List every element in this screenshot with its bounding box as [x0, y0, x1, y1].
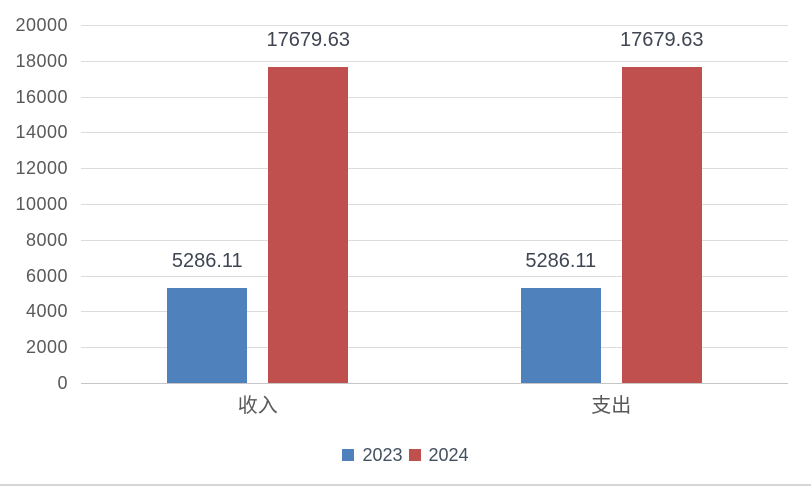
y-tick-label: 12000 [15, 158, 68, 179]
bar-2023-收入 [167, 288, 248, 383]
legend: 2023 2024 [0, 442, 811, 468]
gridline [81, 168, 788, 170]
y-tick-label: 20000 [15, 15, 68, 35]
y-tick-label: 10000 [15, 194, 68, 214]
y-tick-label: 16000 [15, 86, 68, 107]
y-tick-label: 8000 [25, 229, 68, 250]
legend-item-2024: 2024 [408, 445, 469, 465]
gridline [81, 132, 788, 134]
y-tick-label: 18000 [15, 50, 68, 71]
data-label: 5286.11 [525, 250, 597, 273]
category-label-收入: 收入 [237, 395, 278, 417]
y-tick-label: 6000 [25, 265, 68, 286]
x-axis-line [81, 383, 788, 384]
legend-swatch-icon [342, 449, 355, 461]
legend-label: 2024 [428, 445, 469, 465]
bottom-border-rule [0, 484, 811, 486]
gridline [81, 96, 788, 98]
gridline [81, 239, 788, 241]
legend-item-2023: 2023 [342, 445, 403, 465]
gridline [81, 347, 788, 349]
gridline [81, 60, 788, 62]
data-label: 17679.63 [620, 28, 704, 51]
legend-label: 2023 [362, 445, 403, 465]
gridline [81, 275, 788, 277]
y-tick-label: 2000 [25, 337, 68, 358]
gridline [81, 204, 788, 205]
gridline [81, 311, 788, 313]
category-label-支出: 支出 [591, 395, 632, 417]
data-label: 5286.11 [171, 250, 243, 273]
bar-2024-收入 [268, 66, 349, 383]
data-label: 17679.63 [266, 28, 350, 51]
bar-2023-支出 [520, 288, 601, 383]
gridline [81, 25, 788, 26]
y-tick-label: 4000 [25, 301, 68, 322]
plot-area [81, 25, 788, 384]
bar-2024-支出 [621, 66, 702, 383]
y-tick-label: 0 [57, 373, 68, 393]
legend-swatch-icon [408, 449, 421, 461]
y-tick-label: 14000 [15, 122, 68, 143]
